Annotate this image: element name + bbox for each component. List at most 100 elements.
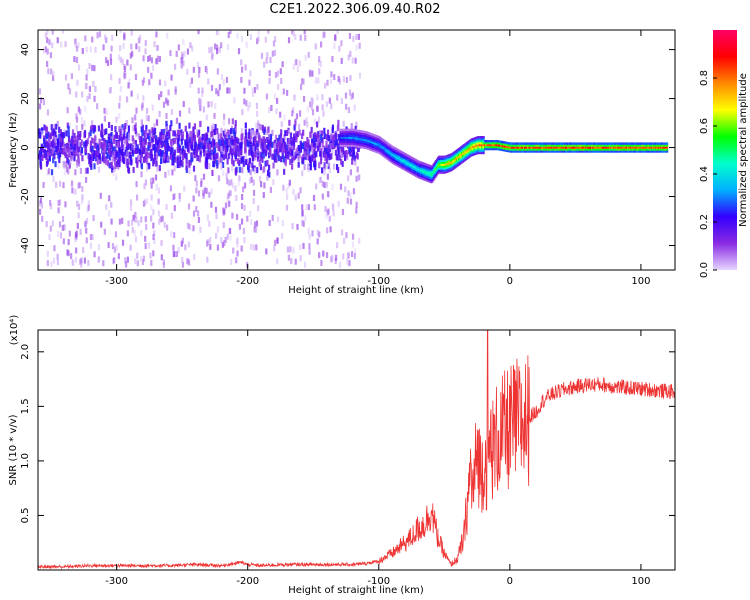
heatmap-cell: [285, 204, 289, 211]
heatmap-cell: [241, 109, 244, 116]
ridge-cell: [654, 142, 656, 145]
heatmap-cell: [154, 143, 157, 150]
heatmap-cell: [225, 172, 228, 179]
ridge-cell: [401, 166, 403, 170]
heatmap-cell: [134, 144, 137, 151]
ridge-cell: [441, 157, 443, 161]
heatmap-cell: [336, 30, 339, 34]
ridge-cell: [619, 148, 622, 151]
ridge-cell: [450, 168, 453, 172]
heatmap-cell: [318, 130, 322, 137]
ridge-cell: [448, 163, 451, 167]
ridge-cell: [521, 142, 524, 145]
ridge-cell: [536, 150, 539, 153]
ridge-cell: [601, 146, 604, 149]
ridge-cell: [539, 150, 542, 153]
ridge-cell: [467, 146, 469, 150]
ridge-cell: [350, 128, 353, 132]
heatmap-cell: [105, 140, 108, 147]
ridge-cell: [492, 147, 495, 151]
heatmap-cell: [88, 85, 92, 92]
heatmap-cell: [338, 45, 341, 52]
ridge-cell: [593, 146, 595, 149]
heatmap-cell: [142, 141, 145, 148]
ridge-cell: [602, 146, 605, 149]
ridge-cell: [589, 148, 591, 151]
ridge-cell: [345, 140, 348, 143]
ridge-cell: [374, 146, 376, 149]
ridge-cell: [559, 146, 562, 149]
heatmap-cell: [215, 213, 218, 220]
heatmap-cell: [223, 208, 226, 215]
heatmap-cell: [318, 161, 321, 168]
ridge-cell: [356, 133, 358, 136]
heatmap-cell: [157, 149, 161, 156]
heatmap-cell: [264, 160, 267, 167]
heatmap-cell: [256, 128, 259, 135]
ridge-cell: [639, 142, 641, 145]
ridge-cell: [649, 144, 652, 147]
ridge-cell: [428, 178, 431, 181]
ridge-cell: [407, 162, 410, 165]
ridge-cell: [382, 152, 385, 155]
heatmap-cell: [89, 242, 92, 249]
ridge-cell: [420, 167, 422, 170]
heatmap-cell: [219, 133, 223, 140]
heatmap-cell: [299, 187, 302, 194]
heatmap-cell: [84, 220, 87, 227]
heatmap-cell: [238, 159, 241, 166]
ridge-cell: [548, 150, 550, 153]
heatmap-cell: [296, 131, 299, 138]
ridge-cell: [354, 142, 356, 146]
ridge-cell: [524, 144, 526, 147]
heatmap-cell: [314, 160, 317, 167]
heatmap-cell: [136, 158, 139, 165]
ridge-cell: [432, 176, 435, 180]
ridge-cell: [350, 142, 353, 145]
heatmap-cell: [180, 135, 183, 142]
ridge-cell: [621, 146, 624, 149]
ridge-cell: [465, 150, 467, 153]
ridge-cell: [362, 140, 365, 143]
ridge-cell: [645, 144, 648, 147]
ridge-cell: [462, 160, 464, 163]
heatmap-cell: [60, 148, 64, 155]
ridge-cell: [492, 141, 495, 145]
heatmap-cell: [199, 99, 202, 106]
heatmap-cell: [183, 50, 186, 57]
heatmap-cell: [218, 46, 221, 53]
ridge-cell: [447, 160, 450, 163]
heatmap-cell: [291, 223, 294, 230]
ridge-cell: [457, 153, 460, 157]
heatmap-cell: [292, 30, 295, 37]
heatmap-cell: [136, 144, 139, 151]
heatmap-cell: [298, 60, 301, 67]
ridge-cell: [432, 165, 435, 168]
ridge-cell: [484, 139, 486, 143]
heatmap-cell: [38, 88, 42, 95]
heatmap-cell: [47, 131, 50, 138]
ridge-cell: [549, 150, 551, 153]
ridge-cell: [489, 147, 492, 151]
ridge-cell: [398, 153, 400, 156]
heatmap-cell: [86, 95, 89, 102]
ridge-cell: [516, 144, 519, 147]
heatmap-cell: [103, 129, 106, 136]
ridge-cell: [434, 161, 437, 165]
heatmap-cell: [130, 144, 134, 151]
ridge-cell: [427, 177, 430, 181]
heatmap-cell: [229, 258, 233, 265]
heatmap-cell: [100, 221, 103, 228]
heatmap-cell: [81, 194, 84, 201]
ridge-cell: [616, 146, 618, 149]
heatmap-cell: [226, 233, 229, 240]
heatmap-cell: [197, 30, 200, 35]
heatmap-cell: [269, 186, 273, 193]
heatmap-cell: [307, 165, 310, 172]
heatmap-cell: [248, 161, 251, 168]
ridge-cell: [371, 137, 374, 140]
heatmap-cell: [244, 122, 247, 129]
ridge-cell: [381, 147, 384, 151]
heatmap-cell: [267, 143, 270, 150]
